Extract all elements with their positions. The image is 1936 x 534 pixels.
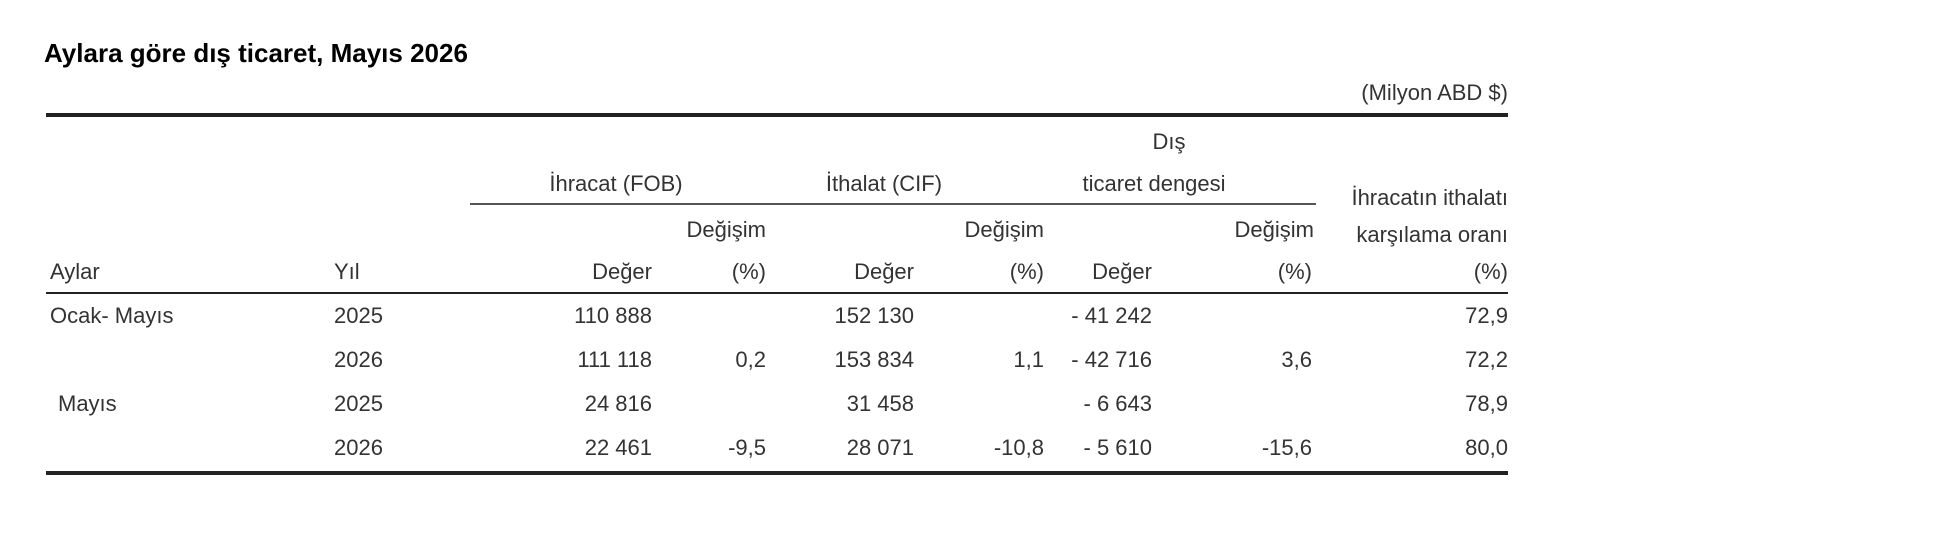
- balance-group-header-line1: Dış: [1152, 129, 1186, 154]
- balance-value-cell: - 41 242: [1071, 303, 1152, 328]
- export-value-cell: 22 461: [584, 435, 652, 460]
- export-change-cell: -9,5: [728, 435, 766, 460]
- year-cell: 2026: [334, 435, 383, 460]
- export-value-cell: 110 888: [574, 303, 652, 328]
- ratio-cell: 78,9: [1465, 391, 1508, 416]
- ratio-cell: 72,2: [1465, 347, 1508, 372]
- year-cell: 2025: [334, 391, 383, 416]
- import-value-cell: 152 130: [834, 303, 914, 328]
- month-col-header: Aylar: [50, 259, 100, 284]
- month-cell: Ocak- Mayıs: [50, 303, 174, 328]
- import-change-header: Değişim: [964, 217, 1044, 242]
- unit-label: (Milyon ABD $): [1361, 80, 1508, 105]
- balance-group-header-line2: ticaret dengesi: [1082, 171, 1226, 196]
- month-cell: Mayıs: [58, 391, 117, 416]
- import-group-header: İthalat (CIF): [825, 171, 943, 196]
- page-title: Aylara göre dış ticaret, Mayıs 2026: [44, 38, 468, 68]
- import-value-cell: 31 458: [846, 391, 914, 416]
- year-cell: 2025: [334, 303, 383, 328]
- export-pct-header: (%): [731, 259, 766, 284]
- import-change-cell: -10,8: [993, 435, 1044, 460]
- export-group-line: [470, 203, 766, 205]
- export-change-cell: 0,2: [735, 347, 766, 372]
- import-value-cell: 28 071: [846, 435, 914, 460]
- balance-change-cell: -15,6: [1261, 435, 1312, 460]
- import-pct-header: (%): [1009, 259, 1044, 284]
- ratio-header-line2: karşılama oranı: [1356, 222, 1508, 247]
- year-col-header: Yıl: [334, 259, 360, 284]
- balance-change-cell: 3,6: [1281, 347, 1312, 372]
- export-group-header: İhracat (FOB): [549, 171, 683, 196]
- ratio-header-line3: (%): [1473, 259, 1508, 284]
- import-group-line: [736, 203, 1032, 205]
- balance-value-cell: - 5 610: [1083, 435, 1153, 460]
- export-value-header: Değer: [592, 259, 652, 284]
- balance-pct-header: (%): [1277, 259, 1312, 284]
- import-change-cell: 1,1: [1013, 347, 1044, 372]
- ratio-cell: 80,0: [1465, 435, 1508, 460]
- balance-value-header: Değer: [1092, 259, 1152, 284]
- export-value-cell: 24 816: [584, 391, 652, 416]
- trade-table: İhracat (FOB) İthalat (CIF) Dış ticaret …: [46, 113, 1508, 475]
- import-value-cell: 153 834: [834, 347, 914, 372]
- balance-value-cell: - 42 716: [1071, 347, 1152, 372]
- export-value-cell: 111 118: [577, 347, 652, 372]
- balance-value-cell: - 6 643: [1083, 391, 1153, 416]
- year-cell: 2026: [334, 347, 383, 372]
- balance-group-line: [1024, 203, 1316, 205]
- table-top-rule: [46, 113, 1508, 117]
- ratio-cell: 72,9: [1465, 303, 1508, 328]
- table-bottom-rule: [46, 471, 1508, 475]
- ratio-header-line1: İhracatın ithalatı: [1351, 185, 1508, 210]
- header-rule: [46, 292, 1508, 294]
- balance-change-header: Değişim: [1234, 217, 1314, 242]
- export-change-header: Değişim: [686, 217, 766, 242]
- import-value-header: Değer: [854, 259, 914, 284]
